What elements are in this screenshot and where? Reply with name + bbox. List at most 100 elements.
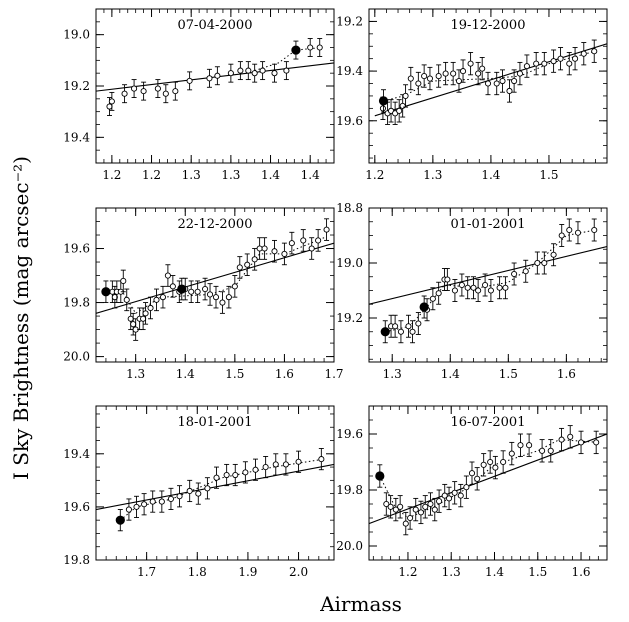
x-tick-label: 1.3: [126, 367, 145, 381]
data-point-open: [574, 229, 582, 236]
y-tick-label: 19.4: [63, 447, 90, 461]
panel-6: 1.2 1.3 1.4 1.5 1.6 19.6 19.8 20.0 16-07-2001: [336, 405, 608, 579]
y-tick-label: 19.8: [336, 483, 363, 497]
fit-line: [96, 242, 334, 314]
data-point-open: [459, 68, 467, 75]
data-point-open: [496, 284, 503, 291]
data-point-filled: [115, 515, 125, 525]
data-point-open: [214, 72, 221, 79]
data-point-open: [450, 70, 457, 77]
data-point-filled: [378, 96, 389, 106]
x-tick-label: 1.8: [188, 565, 207, 579]
data-point-open: [272, 461, 279, 468]
data-point-open: [593, 439, 600, 446]
data-point-open: [176, 493, 183, 500]
x-tick-label: 1.5: [539, 168, 558, 182]
plot-area: [369, 218, 607, 344]
data-point-open: [140, 315, 147, 322]
data-point-open: [237, 67, 244, 74]
plot-area: [369, 425, 607, 536]
panel-title: 18-01-2001: [178, 415, 253, 430]
y-tick-label: 19.0: [63, 28, 90, 42]
data-point-open: [127, 315, 134, 322]
fit-line: [96, 463, 334, 511]
data-point-open: [517, 442, 524, 449]
data-point-open: [131, 85, 138, 92]
panel-5: 1.7 1.8 1.9 2.0 19.4 19.6 19.8 18-01-2001: [63, 405, 335, 579]
data-point-open: [431, 506, 438, 513]
data-point-open: [186, 77, 193, 84]
data-point-open: [140, 88, 147, 95]
data-point-open: [534, 259, 541, 267]
data-point-open: [262, 464, 269, 471]
data-point-open: [212, 294, 220, 301]
data-point-open: [232, 471, 239, 479]
x-tick-label: 1.5: [225, 367, 244, 381]
data-point-open: [186, 487, 193, 495]
plot-frame: [368, 8, 608, 164]
data-point-open: [392, 323, 399, 330]
data-point-open: [558, 436, 565, 443]
data-point-open: [251, 70, 258, 77]
data-point-open: [399, 102, 406, 109]
data-point-open: [572, 55, 579, 62]
data-point-open: [120, 277, 127, 284]
data-point-open: [523, 63, 530, 70]
data-point-open: [219, 299, 226, 306]
data-point-open: [251, 256, 258, 263]
x-tick-label: 1.6: [275, 367, 294, 381]
data-point-open: [526, 442, 533, 449]
data-point-open: [557, 55, 564, 62]
data-point-open: [283, 67, 290, 74]
data-point-open: [457, 492, 464, 499]
y-tick-label: 19.2: [336, 14, 363, 28]
plot-area: [374, 39, 607, 125]
y-tick-label: 19.6: [63, 242, 90, 256]
data-point-open: [550, 58, 557, 65]
data-point-open: [487, 458, 494, 466]
data-point-open: [487, 287, 494, 294]
fit-line: [369, 433, 607, 525]
data-point-open: [133, 503, 140, 510]
data-point-open: [492, 464, 499, 471]
dotted-line: [379, 439, 599, 519]
data-point-filled: [101, 287, 111, 297]
data-point-open: [591, 48, 598, 55]
data-point-open: [435, 73, 442, 80]
data-point-open: [225, 294, 232, 301]
x-tick-label: 1.2: [365, 168, 384, 182]
data-point-open: [493, 80, 500, 87]
data-point-open: [412, 506, 419, 513]
data-point-open: [508, 450, 515, 457]
data-point-open: [455, 77, 463, 85]
dotted-line: [385, 229, 596, 333]
data-point-open: [409, 328, 416, 335]
data-point-open: [261, 245, 268, 252]
data-point-open: [158, 498, 165, 505]
panel-title: 16-07-2001: [451, 415, 526, 430]
y-tick-label: 19.6: [336, 114, 363, 128]
data-point-open: [392, 506, 399, 513]
data-point-open: [202, 286, 209, 293]
data-point-open: [446, 495, 453, 502]
data-point-open: [580, 50, 587, 57]
data-point-open: [567, 433, 574, 440]
panel-title: 19-12-2000: [451, 18, 526, 33]
data-point-open: [256, 245, 263, 252]
data-point-open: [213, 474, 220, 481]
data-point-open: [242, 469, 249, 476]
y-tick-label: 19.4: [63, 130, 90, 144]
x-tick-label: 1.7: [137, 565, 156, 579]
data-point-open: [407, 75, 414, 82]
data-point-open: [541, 60, 548, 67]
x-tick-label: 1.4: [485, 565, 504, 579]
x-tick-label: 1.2: [142, 168, 161, 182]
x-tick-label: 1.4: [176, 367, 195, 381]
data-point-open: [402, 92, 409, 99]
data-point-open: [194, 288, 201, 295]
panel-title: 01-01-2001: [451, 217, 526, 232]
data-point-open: [111, 294, 118, 301]
y-tick-label: 19.8: [63, 553, 90, 567]
data-point-open: [259, 67, 266, 74]
data-point-open: [204, 485, 211, 492]
